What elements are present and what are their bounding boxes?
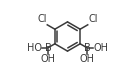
Text: B: B [45, 43, 51, 53]
Text: Cl: Cl [88, 14, 98, 24]
Text: OH: OH [93, 43, 108, 53]
Text: HO: HO [27, 43, 42, 53]
Text: B: B [84, 43, 90, 53]
Text: Cl: Cl [37, 14, 47, 24]
Text: OH: OH [80, 54, 95, 64]
Text: OH: OH [40, 54, 55, 64]
